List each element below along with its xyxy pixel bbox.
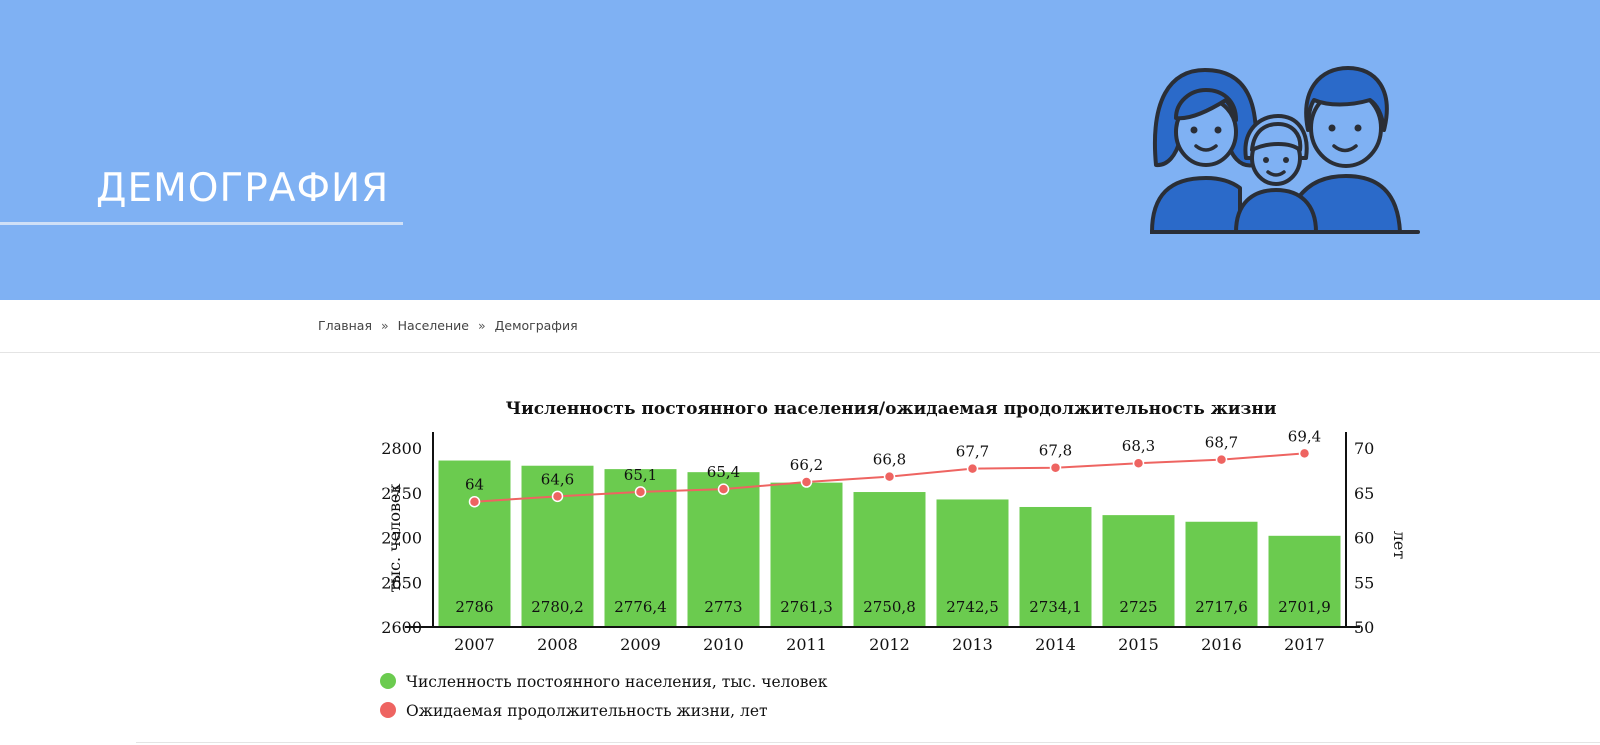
breadcrumb-home[interactable]: Главная <box>318 318 372 333</box>
page-title: ДЕМОГРАФИЯ <box>96 166 390 211</box>
y2-tick-label: 55 <box>1354 573 1374 592</box>
x-tick-label: 2012 <box>869 635 910 654</box>
line-point <box>1049 461 1062 474</box>
x-tick-label: 2008 <box>537 635 578 654</box>
line-point <box>717 483 730 495</box>
title-underline <box>0 222 403 225</box>
breadcrumb-divider <box>0 352 1600 353</box>
chart-title: Численность постоянного населения/ожидае… <box>506 399 1277 419</box>
y-tick-label: 2700 <box>381 529 422 548</box>
bar-value-label: 2776,4 <box>614 598 667 616</box>
bar <box>438 460 511 627</box>
y2-tick-label: 65 <box>1354 484 1374 503</box>
breadcrumb-population[interactable]: Население <box>397 318 469 333</box>
bar <box>1102 515 1175 627</box>
bar-value-label: 2773 <box>704 598 742 616</box>
bar <box>936 499 1009 627</box>
y2-tick-label: 50 <box>1354 618 1374 637</box>
bar <box>1185 521 1258 627</box>
line-point <box>1215 453 1228 466</box>
line-value-label: 68,7 <box>1205 434 1238 452</box>
line-point <box>1298 447 1311 460</box>
line-value-label: 65,4 <box>707 463 740 481</box>
line-point <box>634 486 647 498</box>
bar-value-label: 2786 <box>455 598 493 616</box>
bar-value-label: 2734,1 <box>1029 598 1082 616</box>
bar-value-label: 2750,8 <box>863 598 916 616</box>
legend-marker <box>380 673 396 689</box>
line-point <box>1132 457 1145 469</box>
line-value-label: 66,8 <box>873 451 906 469</box>
content-divider <box>136 742 1600 743</box>
line-value-label: 64 <box>465 476 484 494</box>
hero-banner: ДЕМОГРАФИЯ <box>0 0 1600 300</box>
x-tick-label: 2010 <box>703 635 744 654</box>
x-tick-label: 2014 <box>1035 635 1076 654</box>
breadcrumb-separator: » <box>381 318 389 333</box>
bar-value-label: 2725 <box>1119 598 1157 616</box>
y-tick-label: 2800 <box>381 439 422 458</box>
breadcrumb: Главная » Население » Демография <box>318 318 578 333</box>
y-tick-label: 2600 <box>381 618 422 637</box>
x-tick-label: 2013 <box>952 635 993 654</box>
bar <box>1019 506 1092 627</box>
y-tick-label: 2750 <box>381 484 422 503</box>
line-point <box>883 470 896 483</box>
y-tick-label: 2650 <box>381 573 422 592</box>
family-icon <box>1150 66 1420 234</box>
x-tick-label: 2015 <box>1118 635 1159 654</box>
legend-label: Численность постоянного населения, тыс. … <box>406 673 828 691</box>
y2-axis-label: лет <box>1390 531 1409 560</box>
bar <box>853 492 926 627</box>
bar-value-label: 2742,5 <box>946 598 999 616</box>
bar-value-label: 2780,2 <box>531 598 584 616</box>
x-tick-label: 2009 <box>620 635 661 654</box>
line-point <box>966 462 979 475</box>
line-value-label: 69,4 <box>1288 427 1321 445</box>
line-point <box>800 476 813 488</box>
bar <box>1268 535 1341 627</box>
bar-value-label: 2761,3 <box>780 598 833 616</box>
bar <box>687 472 760 627</box>
bar <box>770 482 843 627</box>
line-value-label: 68,3 <box>1122 437 1155 455</box>
line-value-label: 66,2 <box>790 456 823 474</box>
breadcrumb-separator: » <box>477 318 486 333</box>
legend-marker <box>380 702 396 718</box>
breadcrumb-current: Демография <box>494 318 578 333</box>
line-point <box>551 490 564 503</box>
x-tick-label: 2011 <box>786 635 827 654</box>
x-tick-label: 2016 <box>1201 635 1242 654</box>
line-value-label: 64,6 <box>541 470 574 488</box>
y2-tick-label: 70 <box>1354 439 1374 458</box>
bar-value-label: 2717,6 <box>1195 598 1248 616</box>
y-axis-label: тыс. человек <box>385 483 404 592</box>
line-value-label: 67,8 <box>1039 442 1072 460</box>
x-tick-label: 2017 <box>1284 635 1325 654</box>
bar-value-label: 2701,9 <box>1278 598 1331 616</box>
line-value-label: 65,1 <box>624 466 657 484</box>
line-point <box>468 495 481 508</box>
y2-tick-label: 60 <box>1354 529 1374 548</box>
legend-label: Ожидаемая продолжительность жизни, лет <box>406 702 768 720</box>
x-tick-label: 2007 <box>454 635 495 654</box>
line-value-label: 67,7 <box>956 443 989 461</box>
